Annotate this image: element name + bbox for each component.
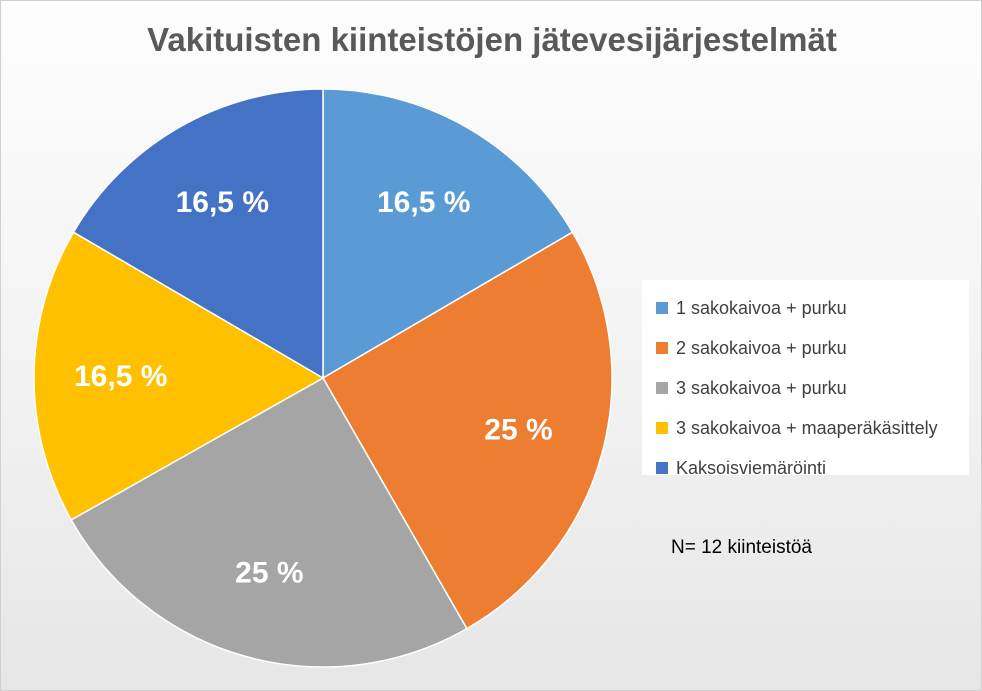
- legend-label: 2 sakokaivoa + purku: [676, 337, 847, 358]
- pie-slice-label: 25 %: [235, 557, 303, 590]
- sample-size-note: N= 12 kiinteistöä: [671, 537, 812, 558]
- legend-swatch: [656, 302, 668, 314]
- legend-item: Kaksoisviemäröinti: [656, 448, 969, 488]
- pie-slice: [72, 88, 324, 380]
- pie-slice-label: 16,5 %: [176, 186, 269, 219]
- legend-item: 3 sakokaivoa + maaperäkäsittely: [656, 408, 969, 448]
- pie-slice: [33, 231, 325, 521]
- legend-item: 3 sakokaivoa + purku: [656, 368, 969, 408]
- legend-label: Kaksoisviemäröinti: [676, 457, 827, 478]
- legend-label: 3 sakokaivoa + purku: [676, 377, 847, 398]
- legend-label: 1 sakokaivoa + purku: [676, 297, 847, 318]
- pie-slice-label: 16,5 %: [377, 186, 470, 219]
- legend-swatch: [656, 342, 668, 354]
- pie-slice: [321, 231, 613, 630]
- legend-label: 3 sakokaivoa + maaperäkäsittely: [676, 417, 938, 438]
- chart-legend: 1 sakokaivoa + purku 2 sakokaivoa + purku…: [642, 280, 969, 478]
- legend-item: 2 sakokaivoa + purku: [656, 328, 969, 368]
- legend-swatch: [656, 382, 668, 394]
- pie-slice: [70, 376, 468, 668]
- chart-title: Vakituisten kiinteistöjen jätevesijärjes…: [147, 21, 837, 58]
- legend-swatch: [656, 462, 668, 474]
- pie-slice-label: 25 %: [484, 414, 552, 447]
- pie-slice: [322, 88, 574, 380]
- legend-swatch: [656, 422, 668, 434]
- legend-item: 1 sakokaivoa + purku: [656, 288, 969, 328]
- pie-slice-label: 16,5 %: [74, 360, 167, 393]
